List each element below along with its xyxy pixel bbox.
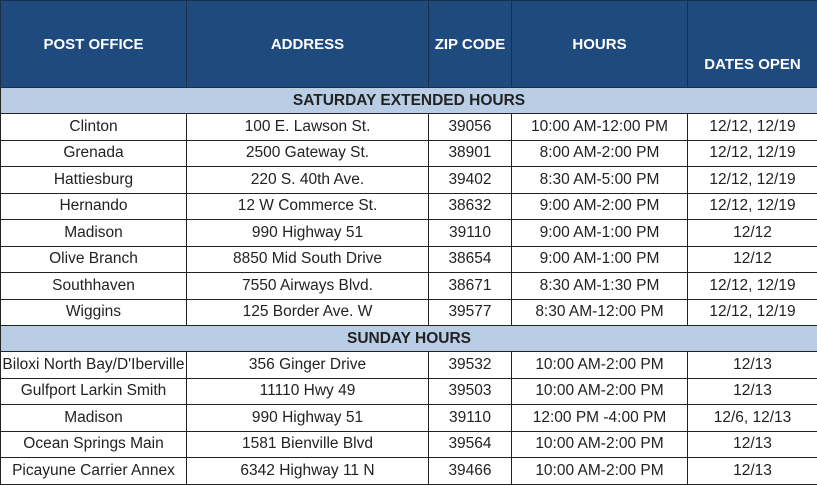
cell-hours: 9:00 AM-1:00 PM <box>512 246 688 273</box>
cell-zip-code: 39466 <box>429 458 512 485</box>
cell-zip-code: 39056 <box>429 114 512 141</box>
cell-dates-open: 12/13 <box>688 352 817 379</box>
cell-zip-code: 38632 <box>429 193 512 220</box>
cell-zip-code: 39532 <box>429 352 512 379</box>
cell-dates-open: 12/12, 12/19 <box>688 167 817 194</box>
cell-post-office: Wiggins <box>1 299 187 326</box>
cell-hours: 12:00 PM -4:00 PM <box>512 405 688 432</box>
cell-post-office: Gulfport Larkin Smith <box>1 378 187 405</box>
cell-hours: 8:30 AM-1:30 PM <box>512 273 688 300</box>
cell-post-office: Clinton <box>1 114 187 141</box>
cell-address: 990 Highway 51 <box>187 220 429 247</box>
cell-post-office: Madison <box>1 220 187 247</box>
cell-zip-code: 39503 <box>429 378 512 405</box>
cell-hours: 9:00 AM-1:00 PM <box>512 220 688 247</box>
cell-address: 11110 Hwy 49 <box>187 378 429 405</box>
cell-hours: 10:00 AM-2:00 PM <box>512 352 688 379</box>
cell-zip-code: 39564 <box>429 431 512 458</box>
cell-post-office: Southhaven <box>1 273 187 300</box>
cell-hours: 10:00 AM-2:00 PM <box>512 378 688 405</box>
cell-address: 7550 Airways Blvd. <box>187 273 429 300</box>
cell-address: 990 Highway 51 <box>187 405 429 432</box>
section-row: SUNDAY HOURS <box>1 326 817 352</box>
cell-hours: 8:30 AM-12:00 PM <box>512 299 688 326</box>
header-post-office: POST OFFICE <box>1 1 187 88</box>
cell-dates-open: 12/12, 12/19 <box>688 114 817 141</box>
cell-dates-open: 12/13 <box>688 378 817 405</box>
cell-address: 2500 Gateway St. <box>187 140 429 167</box>
cell-post-office: Hattiesburg <box>1 167 187 194</box>
cell-address: 100 E. Lawson St. <box>187 114 429 141</box>
cell-hours: 10:00 AM-12:00 PM <box>512 114 688 141</box>
cell-address: 1581 Bienville Blvd <box>187 431 429 458</box>
cell-zip-code: 38901 <box>429 140 512 167</box>
cell-dates-open: 12/13 <box>688 458 817 485</box>
cell-zip-code: 38654 <box>429 246 512 273</box>
cell-hours: 8:30 AM-5:00 PM <box>512 167 688 194</box>
cell-hours: 10:00 AM-2:00 PM <box>512 431 688 458</box>
cell-post-office: Picayune Carrier Annex <box>1 458 187 485</box>
cell-dates-open: 12/13 <box>688 431 817 458</box>
cell-post-office: Ocean Springs Main <box>1 431 187 458</box>
cell-address: 12 W Commerce St. <box>187 193 429 220</box>
section-title: SUNDAY HOURS <box>1 326 817 352</box>
cell-post-office: Olive Branch <box>1 246 187 273</box>
cell-address: 356 Ginger Drive <box>187 352 429 379</box>
cell-address: 8850 Mid South Drive <box>187 246 429 273</box>
cell-post-office: Hernando <box>1 193 187 220</box>
header-zip-code: ZIP CODE <box>429 1 512 88</box>
cell-zip-code: 39110 <box>429 220 512 247</box>
cell-address: 6342 Highway 11 N <box>187 458 429 485</box>
cell-zip-code: 39402 <box>429 167 512 194</box>
cell-dates-open: 12/12, 12/19 <box>688 193 817 220</box>
cell-dates-open: 12/6, 12/13 <box>688 405 817 432</box>
cell-dates-open: 12/12, 12/19 <box>688 273 817 300</box>
cell-post-office: Madison <box>1 405 187 432</box>
section-row: SATURDAY EXTENDED HOURS <box>1 88 817 114</box>
cell-zip-code: 39110 <box>429 405 512 432</box>
cell-address: 220 S. 40th Ave. <box>187 167 429 194</box>
cell-dates-open: 12/12 <box>688 246 817 273</box>
cell-address: 125 Border Ave. W <box>187 299 429 326</box>
cell-hours: 10:00 AM-2:00 PM <box>512 458 688 485</box>
cell-dates-open: 12/12, 12/19 <box>688 140 817 167</box>
header-dates-open: DATES OPEN <box>688 1 817 88</box>
cell-post-office: Grenada <box>1 140 187 167</box>
header-hours: HOURS <box>512 1 688 88</box>
cell-hours: 9:00 AM-2:00 PM <box>512 193 688 220</box>
cell-dates-open: 12/12, 12/19 <box>688 299 817 326</box>
header-row: POST OFFICE ADDRESS ZIP CODE HOURS DATES… <box>1 1 817 88</box>
cell-dates-open: 12/12 <box>688 220 817 247</box>
cell-zip-code: 38671 <box>429 273 512 300</box>
section-title: SATURDAY EXTENDED HOURS <box>1 88 817 114</box>
cell-hours: 8:00 AM-2:00 PM <box>512 140 688 167</box>
cell-post-office: Biloxi North Bay/D'Iberville <box>1 352 187 379</box>
header-address: ADDRESS <box>187 1 429 88</box>
cell-zip-code: 39577 <box>429 299 512 326</box>
